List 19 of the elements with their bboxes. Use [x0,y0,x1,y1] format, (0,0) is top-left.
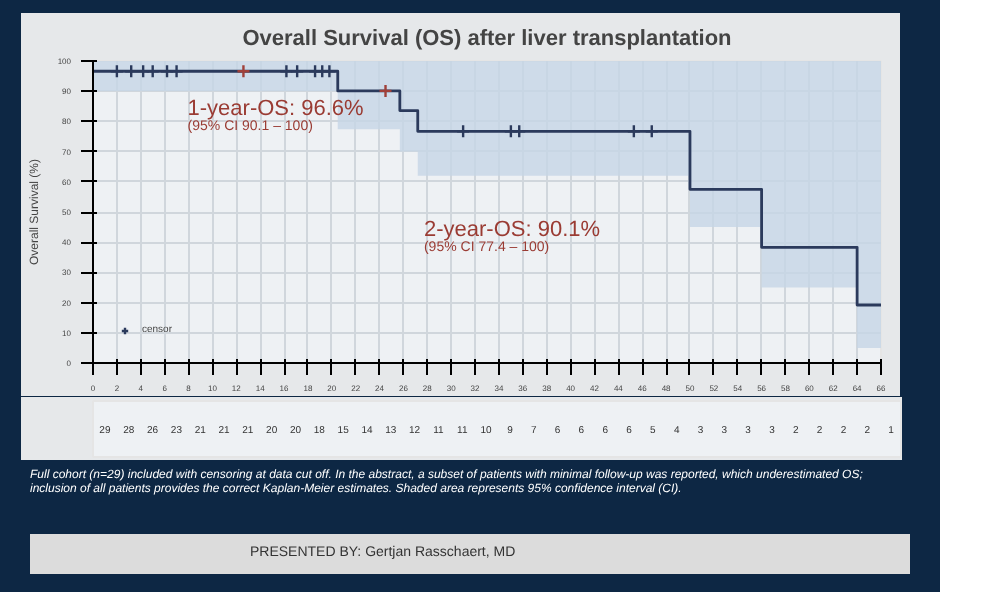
point [159,64,175,79]
point [169,64,184,79]
point [644,124,659,139]
point [109,64,125,79]
point [626,124,642,139]
point [378,83,393,99]
point [289,64,305,79]
chart-title: Overall Survival (OS) after liver transplantation [242,27,733,51]
point [124,64,139,79]
point [236,64,251,79]
point [503,124,519,139]
point [145,64,160,79]
annotation: 2-year-OS: 90.1% [423,218,601,243]
annotation: 1-year-OS: 96.6% [187,97,365,122]
point [455,124,471,139]
point [279,64,294,79]
point [512,124,527,139]
point [322,64,337,79]
point [135,64,151,79]
